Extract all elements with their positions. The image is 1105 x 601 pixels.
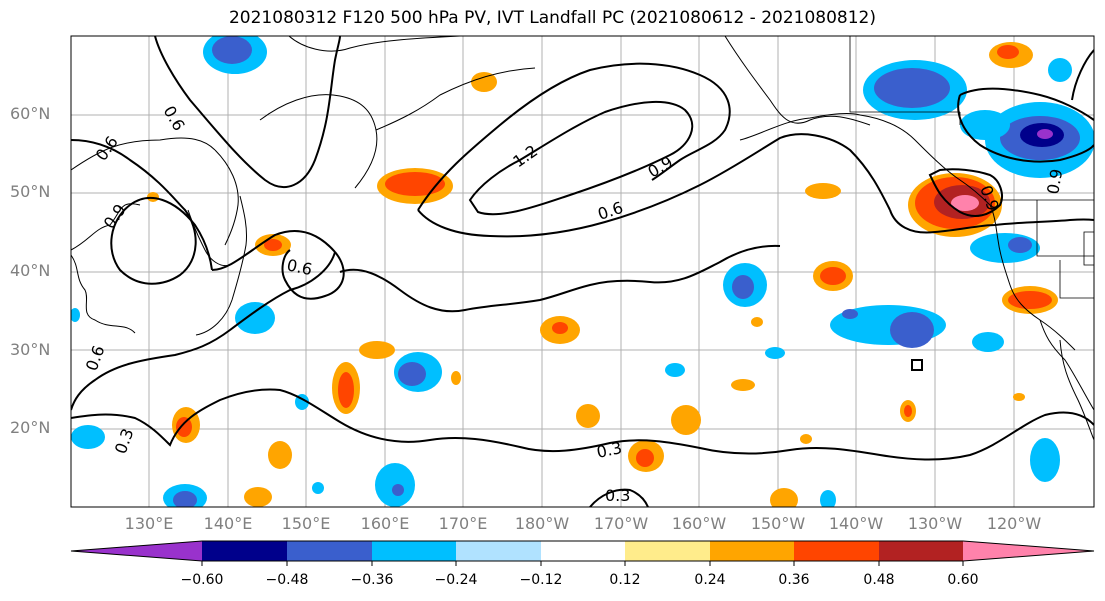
lat-label-50n: 50°N [10, 182, 51, 201]
lon-label-140w: 140°W [828, 514, 884, 533]
colorbar-segment [71, 541, 202, 561]
lat-label-30n: 30°N [10, 340, 51, 359]
colorbar-tick-label: −0.12 [519, 572, 563, 588]
colorbar-tick-label: −0.48 [265, 572, 309, 588]
contour-label: 0.6 [285, 255, 314, 279]
positive-anomaly-fills [147, 42, 1058, 507]
lon-label-140e: 140°E [203, 514, 253, 533]
colorbar-segment [794, 541, 879, 561]
colorbar-segment [287, 541, 372, 561]
colorbar [70, 540, 1095, 566]
lon-label-130w: 130°W [907, 514, 963, 533]
map-title: 2021080312 F120 500 hPa PV, IVT Landfall… [228, 8, 876, 28]
lat-label-40n: 40°N [10, 261, 51, 280]
lon-label-160e: 160°E [360, 514, 410, 533]
lon-label-120w: 120°W [986, 514, 1042, 533]
colorbar-tick-label: 0.24 [694, 572, 726, 588]
colorbar-tick-label: −0.60 [180, 572, 224, 588]
colorbar-segment [541, 541, 625, 561]
colorbar-tick-label: −0.36 [350, 572, 394, 588]
colorbar-tick-label: 0.36 [778, 572, 810, 588]
lat-label-60n: 60°N [10, 104, 51, 123]
map-frame [70, 35, 1095, 508]
lon-label-130e: 130°E [124, 514, 174, 533]
ivt-contours [71, 36, 1094, 507]
lon-label-150w: 150°W [750, 514, 806, 533]
contour-label: 0.3 [595, 438, 624, 462]
coastlines [71, 36, 1094, 441]
colorbar-segment [963, 541, 1094, 561]
colorbar-segment [202, 541, 287, 561]
colorbar-segment [372, 541, 456, 561]
colorbar-tick-label: 0.60 [947, 572, 979, 588]
lon-label-180w: 180°W [514, 514, 570, 533]
negative-anomaly-fills [71, 36, 1094, 507]
contour-label: 0.3 [605, 486, 630, 505]
lon-label-150e: 150°E [281, 514, 331, 533]
contour-label: 0.9 [1043, 167, 1066, 195]
colorbar-tick-label: 0.12 [609, 572, 641, 588]
colorbar-segment [879, 541, 963, 561]
colorbar-tick-label: −0.24 [434, 572, 478, 588]
lat-label-20n: 20°N [10, 418, 51, 437]
lon-label-160w: 160°W [671, 514, 727, 533]
lon-label-170w: 170°W [593, 514, 649, 533]
colorbar-segment [710, 541, 794, 561]
colorbar-tick-label: 0.48 [863, 572, 895, 588]
colorbar-segment [456, 541, 541, 561]
lon-label-170e: 170°E [438, 514, 488, 533]
colorbar-segment [625, 541, 710, 561]
political-borders [849, 36, 1094, 299]
